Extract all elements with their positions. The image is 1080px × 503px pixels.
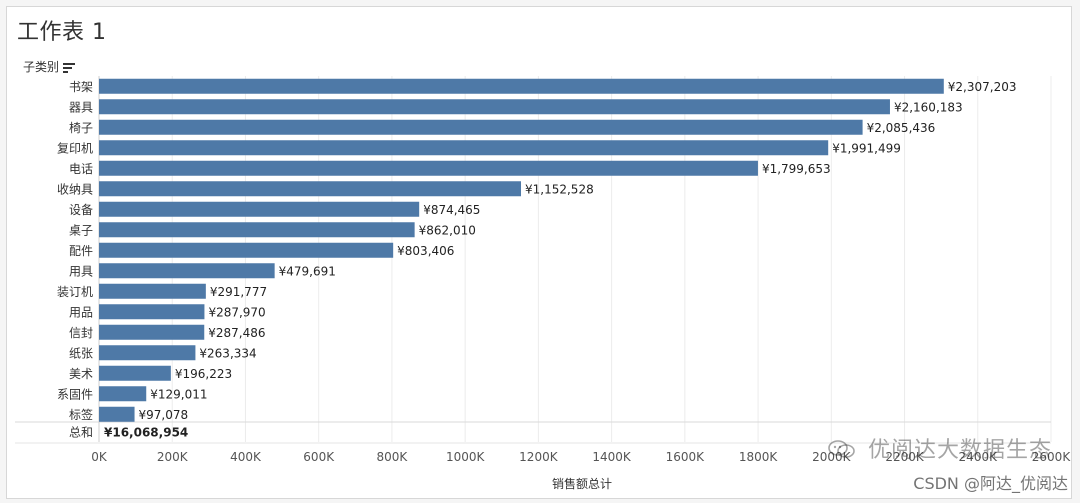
- data-label: ¥479,691: [279, 264, 336, 278]
- category-label: 设备: [69, 203, 93, 217]
- bar: [99, 283, 206, 299]
- x-axis-title: 销售额总计: [552, 476, 612, 491]
- total-value: ¥16,068,954: [104, 426, 188, 440]
- sort-icon[interactable]: [63, 62, 76, 73]
- category-label: 电话: [69, 162, 93, 176]
- data-label: ¥1,991,499: [832, 141, 901, 155]
- x-tick-label: 2200K: [885, 450, 925, 464]
- data-label: ¥97,078: [139, 408, 189, 422]
- x-tick-label: 0K: [91, 450, 108, 464]
- category-axis-header[interactable]: 子类别: [23, 59, 76, 75]
- bar: [99, 324, 205, 340]
- data-label: ¥1,799,653: [762, 162, 831, 176]
- watermark: 优阅达大数据生态: [828, 432, 1052, 464]
- x-tick-label: 400K: [230, 450, 262, 464]
- x-tick-label: 2000K: [812, 450, 852, 464]
- bar: [99, 181, 522, 197]
- data-label: ¥287,486: [208, 326, 265, 340]
- bar: [99, 242, 394, 258]
- worksheet-frame: 工作表 1 子类别 书架 ¥2,307,203 器具 ¥2,160,183 椅子 ¥2,0…: [6, 6, 1072, 499]
- page-title: 工作表 1: [17, 20, 107, 45]
- x-tick-label: 200K: [157, 450, 189, 464]
- bar: [99, 160, 758, 176]
- data-label: ¥291,777: [210, 285, 267, 299]
- category-label: 系固件: [57, 387, 93, 401]
- bar: [99, 119, 863, 135]
- x-tick-label: 1200K: [519, 450, 559, 464]
- data-label: ¥287,970: [208, 305, 265, 319]
- category-axis-label: 子类别: [23, 60, 60, 74]
- category-label: 书架: [69, 80, 93, 94]
- data-label: ¥2,160,183: [894, 100, 963, 114]
- bar: [99, 345, 196, 361]
- category-label: 配件: [69, 244, 93, 258]
- bar: [99, 222, 415, 238]
- x-tick-label: 1800K: [739, 450, 779, 464]
- wechat-icon: [828, 440, 855, 458]
- category-label: 用品: [69, 305, 93, 319]
- bar: [99, 201, 420, 217]
- data-label: ¥1,152,528: [525, 182, 594, 196]
- data-label: ¥862,010: [419, 223, 476, 237]
- category-label: 美术: [69, 367, 93, 381]
- bar: [99, 99, 890, 115]
- x-tick-label: 2600K: [1032, 450, 1072, 464]
- data-label: ¥803,406: [397, 244, 454, 258]
- x-tick-label: 1600K: [666, 450, 706, 464]
- category-label: 标签: [69, 407, 93, 422]
- x-tick-label: 1400K: [592, 450, 632, 464]
- data-label: ¥129,011: [150, 387, 207, 401]
- bar: [99, 140, 829, 156]
- x-tick-label: 600K: [303, 450, 335, 464]
- total-label: 总和: [69, 426, 93, 440]
- x-tick-label: 2400K: [959, 450, 999, 464]
- bar: [99, 78, 944, 94]
- x-tick-label: 800K: [377, 450, 409, 464]
- bar-chart: 书架 ¥2,307,203 器具 ¥2,160,183 椅子 ¥2,085,436 复印机 ¥…: [15, 76, 1072, 491]
- bar: [99, 365, 171, 381]
- bar: [99, 263, 275, 279]
- category-label: 用具: [69, 264, 93, 278]
- data-label: ¥874,465: [423, 203, 480, 217]
- data-label: ¥263,334: [199, 346, 256, 360]
- category-label: 复印机: [57, 141, 93, 155]
- data-label: ¥196,223: [175, 367, 232, 381]
- category-label: 收纳具: [57, 182, 93, 196]
- bar: [99, 304, 205, 320]
- category-label: 桌子: [69, 223, 93, 237]
- watermark-text: 优阅达大数据生态: [867, 438, 1052, 463]
- bar: [99, 386, 147, 402]
- source-footer: CSDN @阿达_优阅达: [913, 474, 1068, 493]
- category-label: 器具: [69, 100, 93, 114]
- category-label: 装订机: [57, 285, 93, 299]
- data-label: ¥2,307,203: [948, 80, 1017, 94]
- data-label: ¥2,085,436: [867, 121, 936, 135]
- category-label: 信封: [69, 326, 93, 340]
- category-label: 椅子: [69, 121, 93, 135]
- category-label: 纸张: [69, 346, 93, 360]
- bar: [99, 406, 135, 422]
- x-tick-label: 1000K: [446, 450, 486, 464]
